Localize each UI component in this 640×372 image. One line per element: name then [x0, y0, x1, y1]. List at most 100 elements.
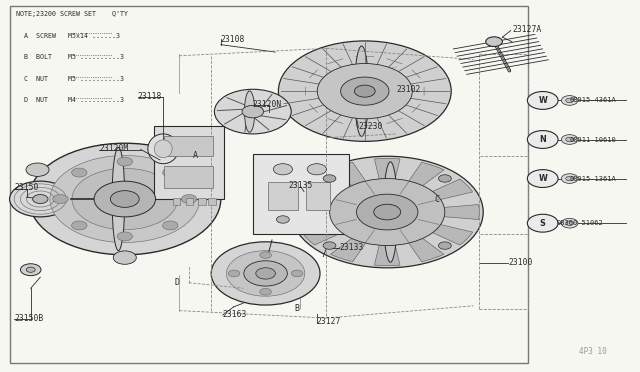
Circle shape: [340, 77, 389, 105]
Bar: [164, 166, 213, 188]
Text: NOTE;23200 SCREW SET    Q'TY: NOTE;23200 SCREW SET Q'TY: [16, 11, 128, 17]
Circle shape: [53, 195, 68, 203]
Bar: [253, 154, 349, 234]
Text: W: W: [538, 174, 547, 183]
Circle shape: [561, 96, 578, 105]
Ellipse shape: [383, 162, 397, 262]
Circle shape: [291, 156, 483, 268]
Circle shape: [29, 143, 221, 255]
Circle shape: [20, 264, 41, 276]
Circle shape: [117, 157, 132, 166]
Bar: [164, 136, 213, 156]
Circle shape: [566, 98, 573, 103]
Text: 23127: 23127: [317, 317, 341, 326]
Text: 23133: 23133: [339, 243, 364, 252]
Circle shape: [72, 221, 87, 230]
Circle shape: [228, 270, 240, 277]
Bar: [154, 126, 224, 199]
Wedge shape: [387, 179, 473, 212]
Wedge shape: [387, 205, 479, 219]
Text: 23127A: 23127A: [512, 25, 541, 34]
Bar: [268, 182, 298, 210]
Wedge shape: [295, 205, 387, 219]
Circle shape: [33, 195, 48, 203]
Circle shape: [561, 218, 578, 228]
Circle shape: [260, 288, 271, 295]
Circle shape: [117, 232, 132, 241]
Circle shape: [214, 89, 291, 134]
Ellipse shape: [244, 91, 255, 132]
Text: 23150B: 23150B: [14, 314, 44, 323]
Circle shape: [356, 194, 418, 230]
Circle shape: [527, 131, 558, 148]
Wedge shape: [374, 158, 400, 212]
Bar: [173, 198, 180, 205]
Text: 23135: 23135: [288, 182, 312, 190]
Text: 23118: 23118: [138, 92, 162, 101]
Text: D: D: [174, 278, 179, 287]
Circle shape: [163, 168, 178, 177]
Circle shape: [256, 268, 275, 279]
Ellipse shape: [355, 46, 369, 136]
Text: D  NUT     M4 ..........3: D NUT M4 ..........3: [16, 97, 124, 103]
Wedge shape: [374, 212, 400, 266]
Circle shape: [276, 216, 289, 223]
Text: 23108: 23108: [221, 35, 245, 44]
Circle shape: [244, 261, 287, 286]
Circle shape: [163, 221, 178, 230]
Bar: [306, 182, 330, 210]
Text: C: C: [434, 195, 439, 203]
Text: B: B: [294, 304, 300, 313]
Wedge shape: [387, 162, 444, 212]
Circle shape: [307, 164, 326, 175]
Text: 08915-4361A: 08915-4361A: [570, 97, 616, 103]
Circle shape: [227, 251, 305, 296]
Text: 23120N: 23120N: [253, 100, 282, 109]
Ellipse shape: [154, 140, 172, 158]
Circle shape: [211, 242, 320, 305]
Wedge shape: [330, 162, 387, 212]
Text: 08911-10610: 08911-10610: [570, 137, 616, 142]
Ellipse shape: [148, 134, 179, 164]
Wedge shape: [387, 212, 444, 262]
Circle shape: [561, 135, 578, 144]
Circle shape: [330, 179, 445, 246]
Text: 23230: 23230: [358, 122, 383, 131]
Bar: [198, 198, 206, 205]
Wedge shape: [330, 212, 387, 262]
Circle shape: [260, 252, 271, 259]
Text: B  BOLT    M5 ..........3: B BOLT M5 ..........3: [16, 54, 124, 60]
Circle shape: [527, 92, 558, 109]
Circle shape: [317, 64, 412, 119]
Text: 23102: 23102: [397, 85, 421, 94]
Text: N: N: [540, 135, 546, 144]
Circle shape: [374, 204, 401, 220]
Circle shape: [111, 190, 140, 207]
Circle shape: [486, 37, 502, 46]
Circle shape: [355, 85, 375, 97]
Circle shape: [182, 195, 197, 203]
Ellipse shape: [112, 147, 125, 251]
Circle shape: [278, 41, 451, 141]
Circle shape: [273, 164, 292, 175]
Text: 23100: 23100: [509, 258, 533, 267]
Text: 08915-1361A: 08915-1361A: [570, 176, 616, 182]
Circle shape: [566, 176, 573, 181]
Wedge shape: [301, 212, 387, 245]
Bar: [208, 198, 216, 205]
Circle shape: [566, 221, 573, 225]
Text: A: A: [193, 151, 198, 160]
Text: 08360-51062: 08360-51062: [557, 220, 604, 226]
Text: 23163: 23163: [223, 310, 247, 319]
Circle shape: [94, 181, 156, 217]
Circle shape: [323, 175, 336, 182]
Circle shape: [561, 174, 578, 183]
Wedge shape: [301, 179, 387, 212]
Text: A  SCREW   M5x14 ......3: A SCREW M5x14 ......3: [16, 33, 120, 39]
Circle shape: [438, 242, 451, 249]
Text: 4P3 10: 4P3 10: [579, 347, 607, 356]
Circle shape: [566, 137, 573, 142]
Circle shape: [323, 242, 336, 249]
Circle shape: [291, 270, 303, 277]
Circle shape: [72, 168, 87, 177]
